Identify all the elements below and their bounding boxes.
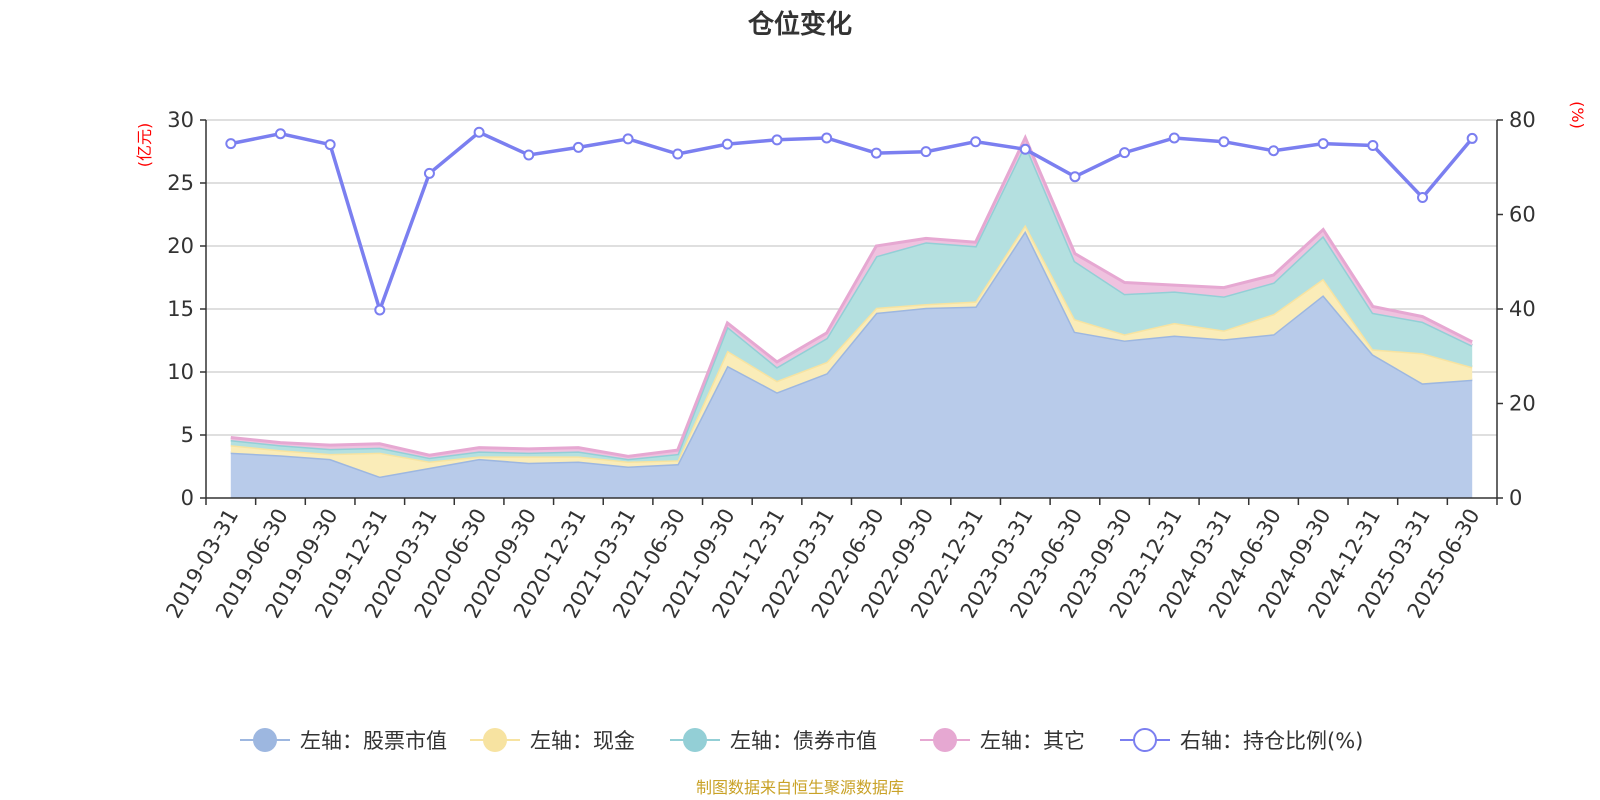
ratio-point <box>1268 145 1280 157</box>
area-9db7e0 <box>230 230 1473 498</box>
ratio-point <box>1417 191 1429 203</box>
ratio-point <box>324 139 336 151</box>
left-tick-label: 0 <box>181 486 194 510</box>
legend-label: 左轴：债券市值 <box>730 729 877 753</box>
ratio-point <box>721 138 733 150</box>
ratio-point <box>523 149 535 161</box>
right-tick-label: 20 <box>1509 392 1536 416</box>
ratio-point <box>274 128 286 140</box>
area-edge-line <box>230 133 1473 458</box>
left-tick-label: 20 <box>167 234 194 258</box>
legend-marker <box>483 728 507 752</box>
legend-item: 左轴：现金 <box>470 728 635 753</box>
ratio-point <box>1069 171 1081 183</box>
area-93cfd6 <box>230 143 1473 462</box>
left-tick-label: 10 <box>167 360 194 384</box>
ratio-point <box>1466 132 1478 144</box>
legend-marker <box>253 728 277 752</box>
left-tick-label: 15 <box>167 297 194 321</box>
ratio-point <box>1119 147 1131 159</box>
legend-marker <box>683 728 707 752</box>
ratio-point <box>672 148 684 160</box>
legend: 左轴：股票市值 左轴：现金 左轴：债券市值 左轴：其它 右轴：持仓比例(%) <box>240 728 1363 753</box>
left-tick-label: 5 <box>181 423 194 447</box>
ratio-point <box>1317 138 1329 150</box>
legend-item: 左轴：股票市值 <box>240 728 447 753</box>
left-tick-label: 25 <box>167 171 194 195</box>
ratio-point <box>970 136 982 148</box>
chart-title: 仓位变化 <box>747 9 852 40</box>
ratio-point <box>423 167 435 179</box>
legend-marker <box>933 728 957 752</box>
ratio-point <box>821 132 833 144</box>
ratio-point <box>374 304 386 316</box>
legend-item: 左轴：其它 <box>920 728 1085 753</box>
ratio-point <box>225 138 237 150</box>
legend-label: 左轴：股票市值 <box>300 729 447 753</box>
source-note: 制图数据来自恒生聚源数据库 <box>696 778 904 797</box>
ratio-point <box>473 126 485 138</box>
left-axis-unit: (亿元) <box>135 123 154 168</box>
ratio-point <box>771 134 783 146</box>
ratio-point <box>1218 136 1230 148</box>
right-tick-label: 40 <box>1509 297 1536 321</box>
legend-item: 右轴：持仓比例(%) <box>1120 728 1363 753</box>
right-axis-unit: (%) <box>1568 101 1587 129</box>
ratio-point <box>572 141 584 153</box>
legend-label: 左轴：其它 <box>980 729 1085 753</box>
legend-label: 右轴：持仓比例(%) <box>1180 729 1363 753</box>
legend-label: 左轴：现金 <box>530 729 635 753</box>
ratio-point <box>870 147 882 159</box>
ratio-point <box>1367 140 1379 152</box>
stacked-areas <box>230 133 1473 498</box>
ratio-point <box>920 146 932 158</box>
legend-marker <box>1133 728 1157 752</box>
left-tick-label: 30 <box>167 108 194 132</box>
ratio-point <box>622 133 634 145</box>
ratio-point <box>1168 132 1180 144</box>
ratio-line <box>225 126 1478 316</box>
ratio-line-path <box>230 130 1474 316</box>
ratio-point <box>1019 143 1031 155</box>
right-tick-label: 80 <box>1509 108 1536 132</box>
right-tick-label: 60 <box>1509 203 1536 227</box>
legend-item: 左轴：债券市值 <box>670 728 877 753</box>
right-tick-label: 0 <box>1509 486 1522 510</box>
